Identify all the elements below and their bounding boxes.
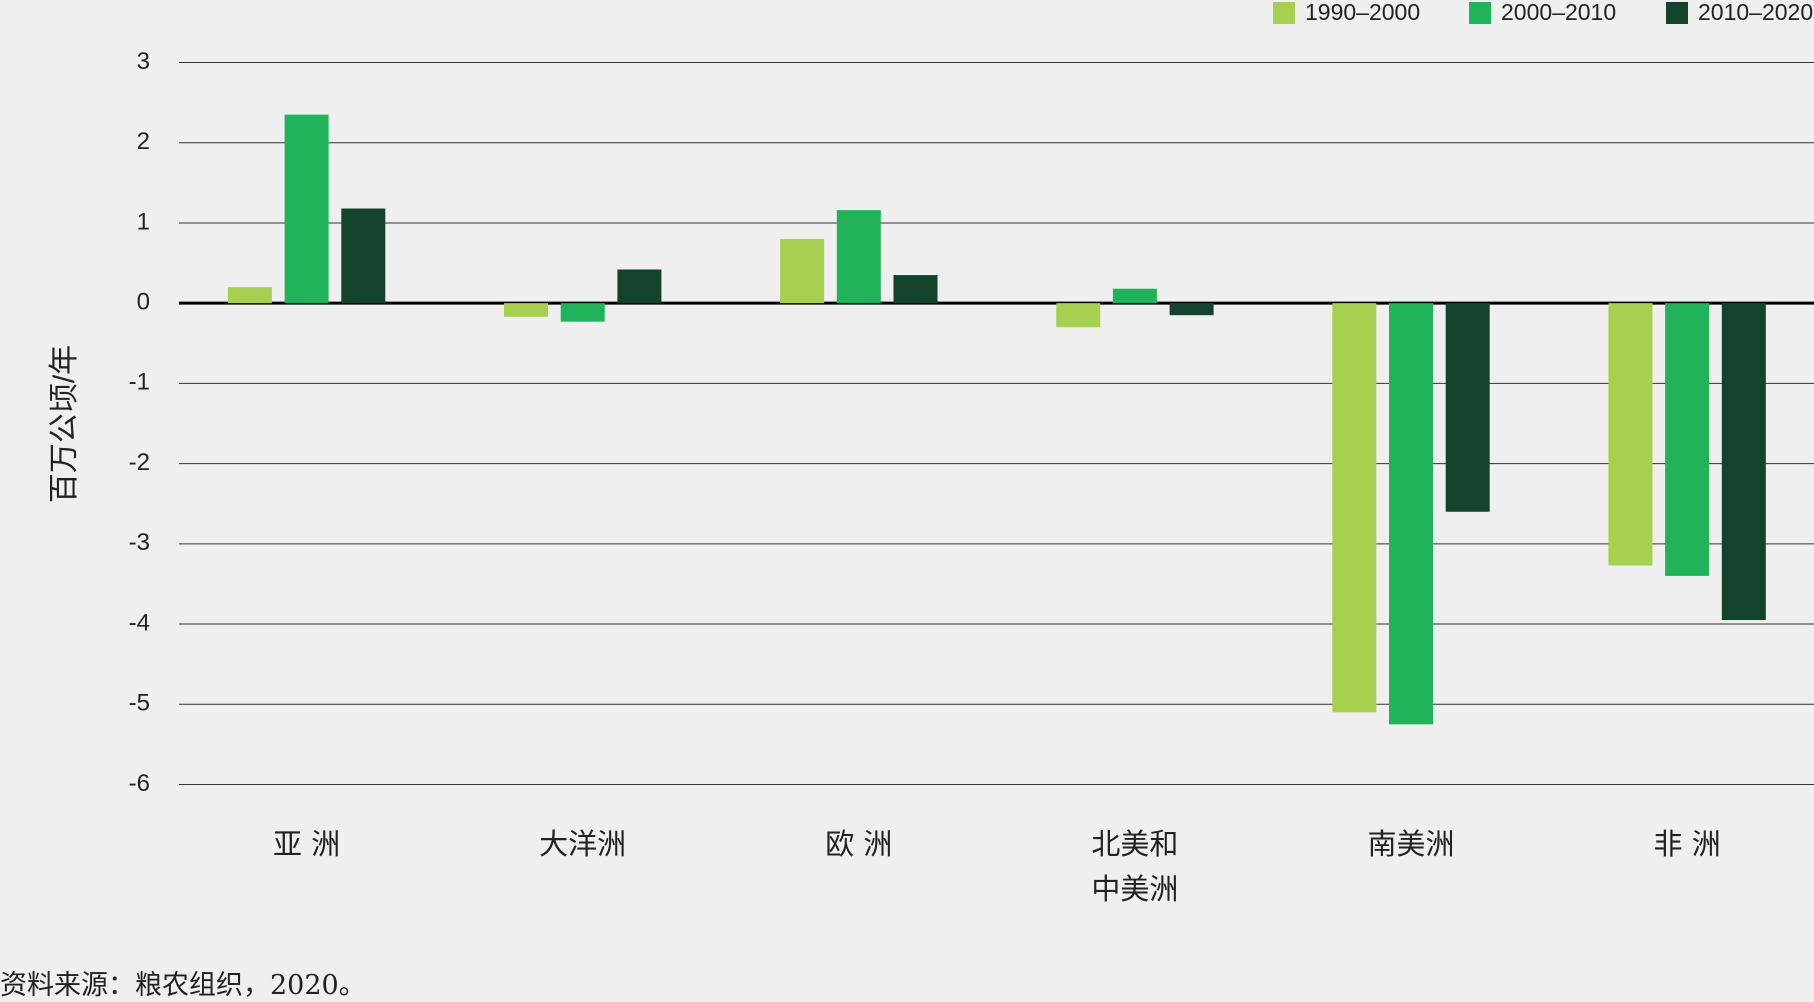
bar: [893, 275, 938, 304]
y-tick-label: 2: [137, 128, 150, 155]
bar: [617, 269, 662, 304]
bar: [1112, 288, 1157, 304]
x-tick-label: 大洋洲: [539, 827, 627, 861]
x-tick-label: 非 洲: [1653, 827, 1721, 861]
bar: [1169, 303, 1214, 316]
x-tick-label: 欧 洲: [825, 827, 893, 861]
bar: [836, 210, 881, 304]
bar: [504, 303, 548, 317]
bar: [1056, 303, 1101, 328]
y-tick-label: -4: [129, 609, 150, 636]
y-tick-label: -3: [129, 529, 150, 556]
y-tick-label: -6: [129, 770, 150, 797]
x-tick-label: 亚 洲: [272, 827, 341, 861]
bar: [560, 303, 605, 322]
x-tick-label: 南美洲: [1367, 827, 1455, 861]
bar: [1608, 303, 1653, 566]
bar: [1665, 303, 1710, 576]
bar: [284, 114, 329, 304]
bar: [227, 287, 272, 304]
y-tick-label: -1: [129, 369, 150, 396]
legend-swatch: [1469, 2, 1491, 24]
y-axis-label: 百万公顷/年: [48, 345, 81, 503]
y-tick-label: 1: [137, 208, 150, 235]
bar: [1332, 303, 1377, 713]
y-tick-label: -2: [129, 449, 150, 476]
x-tick-label: 北美和 中美洲: [1091, 827, 1179, 906]
bar: [1445, 303, 1490, 512]
legend-label: 2000–2010: [1501, 0, 1616, 25]
legend-label: 2010–2020: [1698, 0, 1813, 25]
legend-swatch: [1273, 2, 1295, 24]
source-note: 资料来源：粮农组织，2020。: [0, 970, 366, 1001]
bar: [1721, 303, 1766, 621]
bar: [341, 208, 386, 304]
bar: [780, 238, 825, 304]
y-tick-label: -5: [129, 690, 150, 717]
legend-label: 1990–2000: [1305, 0, 1420, 25]
legend-swatch: [1666, 2, 1688, 24]
bar: [1389, 303, 1433, 725]
y-tick-label: 3: [137, 48, 150, 75]
y-tick-label: 0: [137, 289, 150, 316]
